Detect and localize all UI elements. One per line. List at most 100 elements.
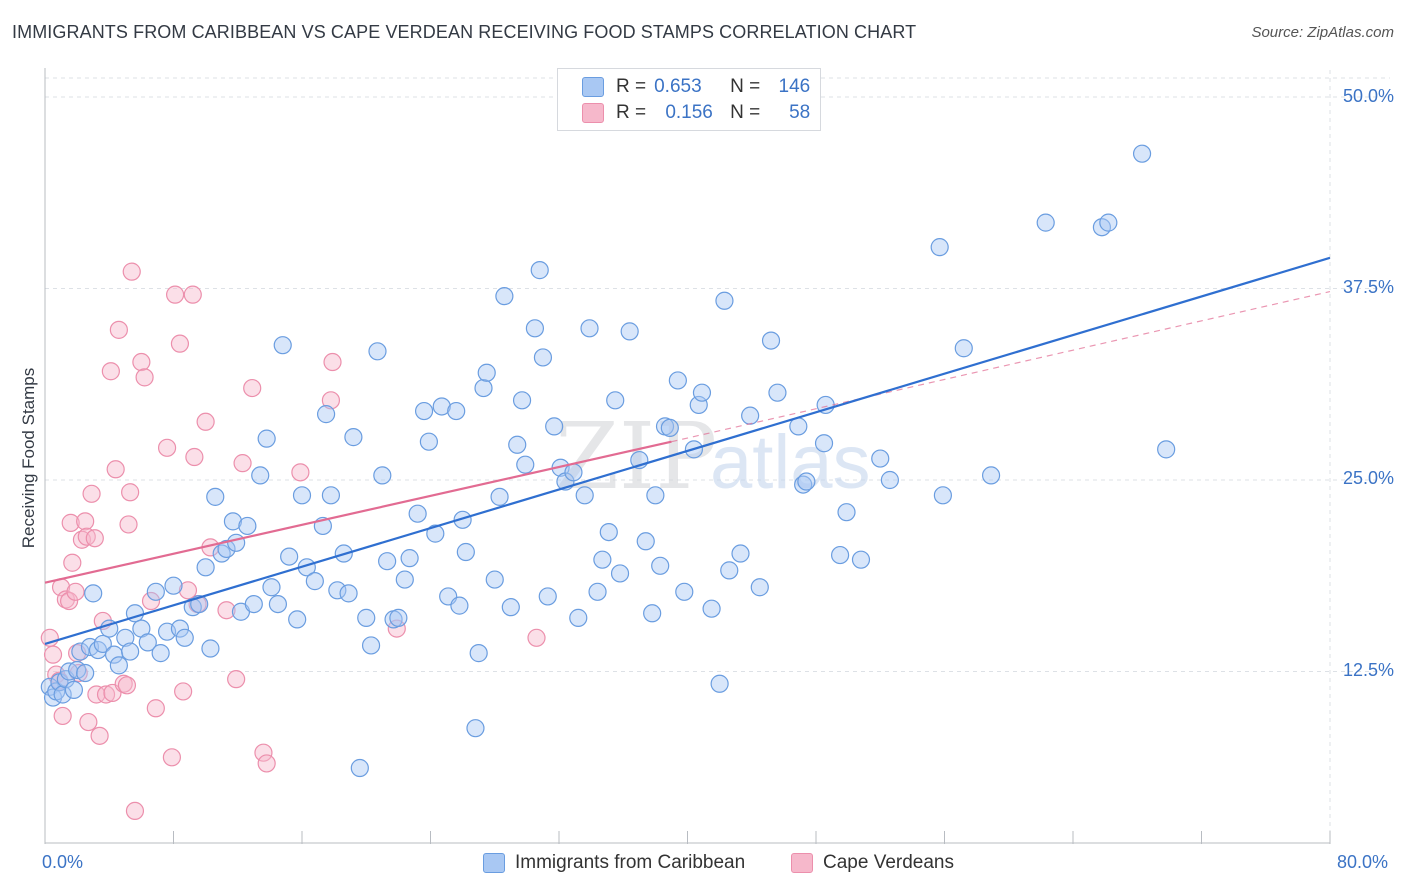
cape-verdeans-point	[257, 754, 276, 773]
caribbean-point	[469, 644, 488, 663]
caribbean-point	[1157, 440, 1176, 459]
caribbean-point	[305, 572, 324, 591]
caribbean-point	[930, 238, 949, 257]
caribbean-point	[610, 564, 630, 583]
caribbean-point	[1132, 144, 1152, 163]
caribbean-point	[851, 550, 871, 569]
caribbean-point	[53, 685, 72, 704]
cape-verdeans-point	[66, 582, 85, 601]
caribbean-point	[450, 596, 469, 615]
caribbean-point	[138, 633, 157, 652]
caribbean-point	[477, 363, 496, 382]
cape-verdeans-point	[217, 601, 236, 620]
series-legend-caribbean[interactable]: Immigrants from Caribbean	[483, 852, 745, 874]
cape-verdeans-point	[63, 553, 82, 572]
series-swatch-caribbean	[483, 853, 505, 873]
caribbean-point	[830, 545, 850, 565]
cape-verdeans-point	[157, 438, 177, 457]
caribbean-point	[244, 594, 263, 614]
caribbean-point	[251, 466, 270, 485]
cape-verdeans-point	[119, 515, 138, 534]
legend-swatch-cape-verdeans	[582, 103, 604, 123]
caribbean-point	[151, 644, 170, 663]
caribbean-point	[675, 582, 694, 601]
cape-verdeans-point	[59, 591, 79, 611]
caribbean-point	[564, 463, 583, 482]
caribbean-point	[280, 547, 299, 566]
caribbean-point	[501, 598, 520, 617]
caribbean-point	[715, 291, 734, 310]
legend-row-cape-verdeans: R = 0.156 N = 58	[582, 100, 810, 126]
caribbean-point	[646, 486, 665, 505]
source-credit: Source: ZipAtlas.com	[1251, 24, 1394, 41]
caribbean-point	[400, 549, 419, 568]
caribbean-point	[316, 405, 336, 424]
cape-verdeans-point	[53, 706, 72, 726]
x-tick-max: 80.0%	[1337, 852, 1389, 872]
caribbean-point	[797, 472, 816, 491]
caribbean-point	[768, 383, 787, 402]
caribbean-point	[580, 319, 599, 338]
caribbean-point	[636, 532, 655, 551]
caribbean-point	[954, 339, 973, 358]
cape-verdeans-point	[109, 320, 128, 339]
series-legend-cape-verdeans[interactable]: Cape Verdeans	[791, 852, 954, 874]
caribbean-point	[328, 581, 347, 600]
cape-verdeans-point	[323, 352, 342, 372]
cape-verdeans-point	[40, 628, 59, 647]
cape-verdeans-point	[61, 513, 80, 532]
caribbean-point	[720, 561, 739, 580]
cape-verdeans-point	[170, 334, 190, 353]
cape-verdeans-point	[79, 712, 98, 732]
caribbean-point	[606, 391, 625, 410]
cape-verdeans-point	[87, 685, 106, 704]
caribbean-point	[395, 570, 414, 589]
legend-r-label: R =	[616, 76, 647, 97]
cape-verdeans-point	[106, 460, 125, 479]
caribbean-point	[1099, 213, 1118, 232]
series-label-caribbean: Immigrants from Caribbean	[515, 852, 746, 873]
caribbean-point	[414, 401, 434, 421]
caribbean-point	[668, 371, 687, 390]
caribbean-point	[1092, 218, 1112, 237]
caribbean-point	[64, 680, 84, 699]
caribbean-point	[508, 435, 527, 454]
cape-verdeans-point	[174, 682, 193, 701]
legend-r-label: R =	[616, 102, 647, 123]
legend-swatch-caribbean	[582, 77, 604, 97]
caribbean-point	[871, 449, 890, 468]
caribbean-point	[575, 486, 594, 505]
caribbean-point	[490, 487, 509, 506]
caribbean-point	[223, 512, 243, 531]
caribbean-point	[588, 582, 607, 601]
caribbean-point	[702, 599, 721, 618]
cape-verdeans-point	[43, 645, 63, 664]
caribbean-point	[620, 322, 639, 341]
caribbean-point	[426, 524, 445, 543]
caribbean-point	[196, 558, 215, 577]
caribbean-point	[525, 319, 545, 338]
cape-verdeans-point	[146, 699, 165, 718]
cape-verdeans-point	[132, 352, 151, 372]
caribbean-point	[453, 510, 472, 529]
caribbean-point	[432, 397, 451, 416]
caribbean-point	[485, 570, 504, 589]
cape-verdeans-point	[527, 628, 546, 647]
y-tick-25: 25.0%	[1342, 468, 1394, 488]
caribbean-point	[146, 582, 165, 601]
legend-n-label: N =	[730, 76, 761, 97]
caribbean-point	[750, 578, 769, 597]
legend-row-caribbean: R = 0.653 N = 146	[582, 74, 810, 100]
caribbean-point	[273, 336, 292, 355]
cape-verdeans-point	[254, 743, 273, 762]
cape-verdeans-trend-extension	[671, 290, 1331, 443]
caribbean-point	[164, 576, 183, 595]
cape-verdeans-point	[96, 685, 116, 704]
caribbean-point	[238, 516, 257, 536]
cape-verdeans-point	[321, 391, 341, 410]
caribbean-point	[206, 487, 225, 506]
cape-verdeans-point	[101, 362, 120, 381]
cape-verdeans-point	[291, 463, 310, 482]
cape-verdeans-point	[125, 801, 145, 821]
